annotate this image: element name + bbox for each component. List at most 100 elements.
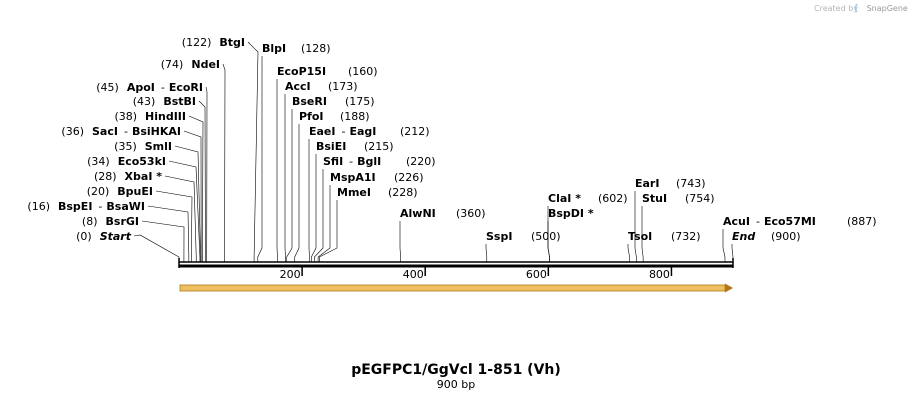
site-eco53ki[interactable]: (34) Eco53kI — [87, 155, 201, 262]
axis-ticks: 200 400 600 800 — [280, 266, 673, 281]
site-bspdi[interactable]: BspDI * — [547, 207, 594, 262]
site-label: StuI — [642, 192, 667, 205]
site-bstbi[interactable]: (43) BstBI — [133, 95, 206, 262]
site-label: BlpI — [262, 42, 286, 55]
site-leader-line — [641, 206, 644, 262]
site-sfii[interactable]: SfiI - BglI (220) — [314, 155, 436, 262]
site-bsiei[interactable]: BsiEI (215) — [311, 140, 394, 262]
site-position: (226) — [394, 171, 424, 184]
site-label: EaeI - EagI — [309, 125, 376, 138]
site-label: End — [732, 230, 755, 243]
site-leader-line — [222, 63, 226, 262]
site-mmei[interactable]: MmeI (228) — [319, 186, 418, 262]
tick-label-200: 200 — [280, 268, 301, 281]
site-apoi[interactable]: (45) ApoI - EcoRI — [96, 81, 208, 262]
site-leader-line — [174, 145, 201, 262]
site-leader-line — [168, 160, 201, 262]
site-label: (43) BstBI — [133, 95, 196, 108]
site-start[interactable]: (0) Start — [76, 230, 180, 262]
site-label: BsiEI — [316, 140, 346, 153]
site-tsoi[interactable]: TsoI (732) — [627, 230, 701, 262]
site-position: (887) — [847, 215, 877, 228]
site-label: MmeI — [337, 186, 371, 199]
site-stui[interactable]: StuI (754) — [641, 192, 715, 262]
tick-label-800: 800 — [649, 268, 670, 281]
site-clai[interactable]: ClaI * (602) — [547, 192, 628, 262]
site-leader-line — [147, 205, 190, 262]
site-ecop15i[interactable]: EcoP15I (160) — [276, 65, 378, 262]
site-label: EarI — [635, 177, 659, 190]
site-position: (188) — [340, 110, 370, 123]
site-label: TsoI — [628, 230, 652, 243]
site-label: (28) XbaI * — [94, 170, 162, 183]
site-leader-line — [155, 190, 193, 262]
site-bsrgi[interactable]: (8) BsrGI — [82, 215, 185, 262]
site-label: BspDI * — [548, 207, 594, 220]
site-mspa1i[interactable]: MspA1I (226) — [317, 171, 424, 262]
site-label: (20) BpuEI — [87, 185, 153, 198]
map-title: pEGFPC1/GgVcl 1-851 (Vh) — [351, 362, 561, 378]
snapgene-credit: Created by SnapGene — [814, 4, 908, 13]
sequence-length: 900 bp — [437, 378, 475, 391]
site-smli[interactable]: (35) SmlI — [114, 140, 201, 262]
site-label: AccI — [285, 80, 311, 93]
site-bspei[interactable]: (16) BspEI - BsaWI — [27, 200, 190, 262]
site-leader-line — [317, 185, 331, 262]
site-label: ClaI * — [548, 192, 581, 205]
site-saci[interactable]: (36) SacI - BsiHKAI — [61, 125, 202, 262]
site-label: (45) ApoI - EcoRI — [96, 81, 203, 94]
site-leader-line — [257, 56, 263, 262]
site-label: AcuI - Eco57MI — [723, 215, 816, 228]
snapgene-logo-icon — [854, 3, 858, 13]
feature-arrow[interactable] — [179, 283, 733, 293]
site-position: (128) — [301, 42, 331, 55]
site-leader-line — [133, 234, 180, 262]
restriction-sites: (122) BtgI (74) NdeI (45) ApoI - EcoRI(43) BstBI… — [27, 36, 877, 262]
site-position: (173) — [328, 80, 358, 93]
site-label: (38) HindIII — [114, 110, 186, 123]
site-hindiii[interactable]: (38) HindIII — [114, 110, 204, 262]
site-leader-line — [319, 200, 338, 262]
site-label: (16) BspEI - BsaWI — [27, 200, 145, 213]
credit-brand: SnapGene — [867, 4, 908, 13]
site-position: (175) — [345, 95, 375, 108]
site-pfoi[interactable]: PfoI (188) — [294, 110, 370, 262]
site-position: (220) — [406, 155, 436, 168]
tick-label-400: 400 — [403, 268, 424, 281]
site-eari[interactable]: EarI (743) — [634, 177, 706, 262]
site-leader-line — [164, 175, 197, 262]
site-label: (0) Start — [76, 230, 132, 243]
site-position: (228) — [388, 186, 418, 199]
site-label: AlwNI — [400, 207, 436, 220]
site-label: (8) BsrGI — [82, 215, 139, 228]
site-label: MspA1I — [330, 171, 376, 184]
site-leader-line — [188, 115, 204, 262]
site-blpi[interactable]: BlpI (128) — [257, 42, 331, 262]
site-xbai[interactable]: (28) XbaI * — [94, 170, 197, 262]
site-position: (900) — [771, 230, 801, 243]
site-label: (122) BtgI — [182, 36, 245, 49]
site-leader-line — [294, 124, 300, 262]
site-label: (35) SmlI — [114, 140, 172, 153]
site-btgi[interactable]: (122) BtgI — [182, 36, 259, 262]
tick-label-600: 600 — [526, 268, 547, 281]
site-label: (36) SacI - BsiHKAI — [61, 125, 181, 138]
site-leader-line — [286, 109, 293, 262]
site-bseri[interactable]: BseRI (175) — [286, 95, 375, 262]
site-leader-line — [485, 244, 488, 262]
site-label: (74) NdeI — [161, 58, 220, 71]
site-position: (754) — [685, 192, 715, 205]
site-bpuei[interactable]: (20) BpuEI — [87, 185, 193, 262]
site-leader-line — [547, 221, 550, 262]
site-eaei[interactable]: EaeI - EagI (212) — [308, 125, 430, 262]
site-alwni[interactable]: AlwNI (360) — [399, 207, 486, 262]
site-end[interactable]: End (900) — [731, 230, 801, 262]
credit-prefix: Created by — [814, 4, 858, 13]
site-acui[interactable]: AcuI - Eco57MI (887) — [722, 215, 877, 262]
site-ndei[interactable]: (74) NdeI — [161, 58, 226, 262]
site-position: (732) — [671, 230, 701, 243]
site-sspi[interactable]: SspI (500) — [485, 230, 561, 262]
site-acci[interactable]: AccI (173) — [284, 80, 358, 262]
site-position: (160) — [348, 65, 378, 78]
